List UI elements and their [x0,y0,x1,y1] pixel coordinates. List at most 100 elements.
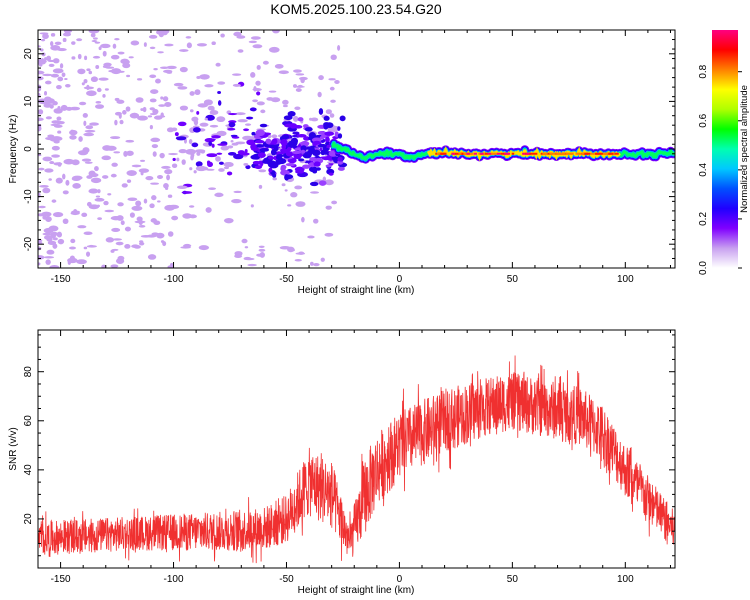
spectrogram-blob [114,97,120,101]
spectrogram-blob [250,71,256,78]
spectrogram-blob [54,41,62,46]
spectrogram-blob [38,109,44,115]
spectrogram-blob [95,101,102,104]
spectrogram-blob [86,68,91,72]
spectrogram-blob [172,157,176,162]
spectrogram-blob [42,33,49,40]
colorbar-tick-label: 0.6 [698,113,709,127]
spectrogram-blob [88,70,93,75]
spectrogram-blob [50,33,56,37]
spectrogram-blob [91,40,98,43]
spectrogram-blob [280,164,287,170]
spectrogram-blob [251,131,256,136]
spectrogram-blob [72,182,81,189]
spectrogram-blob [309,157,317,162]
spectrogram-blob [171,215,179,221]
spectrogram-blob [271,138,278,145]
spectrogram-blob [296,133,307,138]
spectrogram-blob [246,116,254,120]
spectrogram-blob [232,83,241,87]
spectrogram-blob [216,116,226,123]
spectrogram-blob [255,80,261,86]
spectrogram-blob [38,246,42,251]
spectrogram-blob [156,232,165,239]
spectrogram-blob [295,201,306,207]
spectrogram-blob [217,90,222,94]
spectrogram-blob [88,188,99,194]
spectrogram-blob [267,144,278,149]
spectrogram-blob [248,40,257,44]
spectrogram-blob [237,49,244,53]
spectrogram-blob [121,183,128,188]
spectrogram-blob [38,255,45,260]
spectrogram-blob [295,73,305,76]
spectrogram-blob [311,137,322,143]
spectrogram-blob [61,72,66,78]
spectrogram-blob [42,215,47,220]
spectrogram-blob [142,106,147,113]
spectrogram-blob [81,82,85,86]
colorbar-tick-label: 0.2 [698,212,709,226]
spectrogram-blob [48,178,52,181]
spectrogram-blob [150,182,160,185]
x-tick-label: -150 [51,574,71,585]
spectrogram-blob [226,171,233,176]
spectrogram-blob [259,252,266,258]
spectrogram-blob [110,216,122,221]
spectrogram-blob [161,165,171,169]
spectrogram-blob [287,111,296,117]
spectrogram-blob [129,212,135,218]
spectrogram-blob [117,202,124,207]
spectrogram-blob [76,259,87,265]
spectrogram-blob [56,116,62,121]
spectrogram-blob [96,87,102,93]
spectrogram-blob [232,73,242,76]
spectrogram-blob [149,107,155,111]
spectrogram-blob [149,74,157,79]
spectrogram-blob [62,190,69,195]
spectrogram-blob [90,32,96,38]
spectrogram-blob [283,115,293,121]
spectrogram-blob [84,161,93,164]
spectrogram-blob [50,233,56,239]
spectrogram-blob [173,82,184,87]
spectrogram-blob [265,138,272,145]
spectrogram-blob [137,115,148,121]
spectrogram-blob [176,157,180,162]
spectrogram-blob [83,120,87,127]
spectrogram-blob [223,218,234,224]
spectrogram-blob [47,240,57,246]
spectrogram-blob [230,140,234,143]
spectrogram-blob [46,55,52,62]
spectrogram-blob [292,150,302,155]
spectrogram-blob [51,154,60,158]
spectrogram-blob [302,152,312,159]
spectrogram-blob [93,37,98,40]
spectrogram-blob [110,54,120,60]
spectrogram-blob [90,177,102,184]
spectrogram-blob [162,96,169,102]
colorbar: 0.0 0.2 0.4 0.6 0.8 Normalized spectral ampl… [698,30,750,275]
spectrogram-blob [72,175,83,180]
spectrogram-blob [102,50,107,57]
spectrogram-blob [102,93,106,98]
spectrogram-blob [45,259,51,265]
colorbar-tick-label: 0.4 [698,162,709,176]
spectrogram-blob [271,134,278,139]
spectrogram-blob [131,164,142,168]
spectrogram-blob [38,70,45,75]
y-tick-label: 40 [23,464,34,476]
spectrogram-blob [245,165,251,170]
spectrogram-blob [325,205,332,210]
spectrogram-blob [325,136,330,144]
spectrogram-blob [178,148,187,154]
spectrogram-blob [44,91,48,96]
spectrogram-blob [101,155,112,161]
spectrogram-blob [92,55,101,59]
spectrogram-blob [337,126,341,131]
spectrogram-blob [258,248,266,252]
spectrogram-blob [329,86,335,91]
spectrogram-blob [59,63,64,69]
spectrogram-blob [160,112,164,118]
spectrogram-blob [321,150,329,155]
